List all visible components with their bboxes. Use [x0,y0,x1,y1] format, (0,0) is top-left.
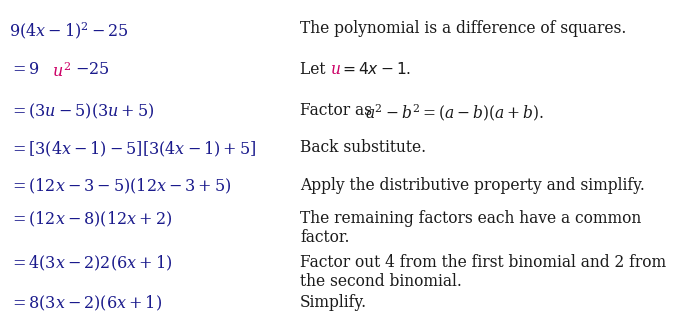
Text: $= (3u - 5)(3u + 5)$: $= (3u - 5)(3u + 5)$ [9,102,155,121]
Text: Factor as: Factor as [300,102,377,119]
Text: $= 4(3x - 2)2(6x + 1)$: $= 4(3x - 2)2(6x + 1)$ [9,254,172,273]
Text: $= 8(3x - 2)(6x + 1)$: $= 8(3x - 2)(6x + 1)$ [9,294,162,313]
Text: $= (12x - 3 - 5)(12x - 3 + 5)$: $= (12x - 3 - 5)(12x - 3 + 5)$ [9,177,232,196]
Text: The remaining factors each have a common
factor.: The remaining factors each have a common… [300,210,642,246]
Text: $- 25$: $- 25$ [75,61,109,77]
Text: $u^{2}$: $u^{2}$ [52,61,71,80]
Text: Let: Let [300,61,331,78]
Text: $9(4x - 1)^{2} - 25$: $9(4x - 1)^{2} - 25$ [9,20,129,41]
Text: $= 9$: $= 9$ [9,61,39,77]
Text: $a^{2} - b^{2} = (a - b)(a + b).$: $a^{2} - b^{2} = (a - b)(a + b).$ [365,102,544,123]
Text: The polynomial is a difference of squares.: The polynomial is a difference of square… [300,20,627,37]
Text: $= [3(4x - 1) - 5][3(4x - 1) + 5]$: $= [3(4x - 1) - 5][3(4x - 1) + 5]$ [9,139,257,159]
Text: Factor out 4 from the first binomial and 2 from
the second binomial.: Factor out 4 from the first binomial and… [300,254,667,290]
Text: Simplify.: Simplify. [300,294,367,310]
Text: Apply the distributive property and simplify.: Apply the distributive property and simp… [300,177,645,194]
Text: Back substitute.: Back substitute. [300,139,426,156]
Text: $= 4x - 1.$: $= 4x - 1.$ [339,61,411,78]
Text: u: u [331,61,340,78]
Text: $= (12x - 8)(12x + 2)$: $= (12x - 8)(12x + 2)$ [9,210,172,229]
